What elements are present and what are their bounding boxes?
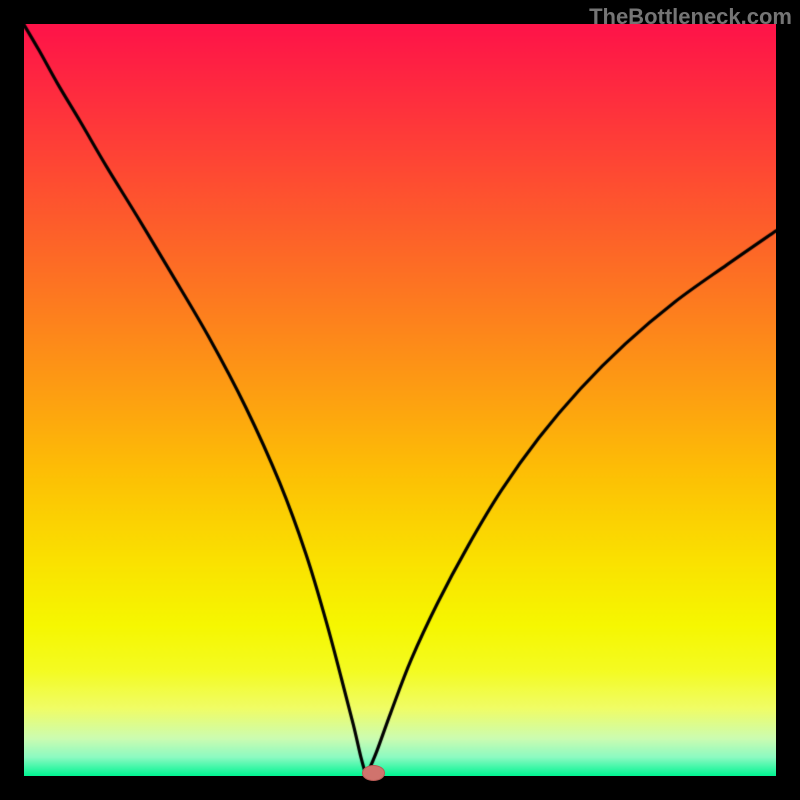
chart-root: TheBottleneck.com bbox=[0, 0, 800, 800]
minimum-marker bbox=[362, 765, 385, 781]
watermark-text: TheBottleneck.com bbox=[589, 4, 792, 30]
plot-area bbox=[24, 24, 776, 776]
bottleneck-curve bbox=[24, 24, 776, 776]
